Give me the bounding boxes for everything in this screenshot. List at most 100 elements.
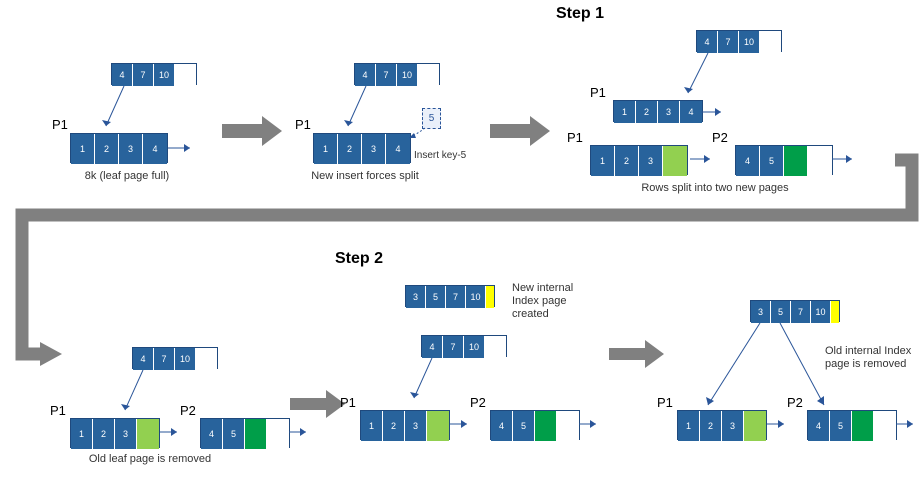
page-cell: 5 xyxy=(426,286,446,308)
stageC-index-top: 4710 xyxy=(696,30,782,52)
page-cell: 5 xyxy=(513,411,535,441)
stageE-mid-arrow xyxy=(450,417,473,431)
stageD-caption: Old leaf page is removed xyxy=(75,453,225,465)
stageC-p1a-right xyxy=(701,105,727,119)
stageA-index: 4710 xyxy=(111,63,197,85)
page-cell: 1 xyxy=(71,419,93,449)
stageA-downarrow xyxy=(98,86,138,136)
stageC-middle-arrow xyxy=(690,152,716,166)
page-cell: 3 xyxy=(639,146,663,176)
page-cell: 10 xyxy=(175,348,196,370)
page-cell xyxy=(744,411,766,441)
page-cell: 3 xyxy=(405,411,427,441)
page-cell xyxy=(427,411,449,441)
stageA-caption: 8k (leaf page full) xyxy=(72,170,182,182)
insert-key-label: Insert key-5 xyxy=(414,150,466,161)
page-cell: 5 xyxy=(771,301,791,323)
stageE-down xyxy=(406,358,446,406)
page-cell xyxy=(831,301,839,323)
stageF-index-new: 35710 xyxy=(750,300,840,322)
page-cell: 4 xyxy=(133,348,154,370)
stageE-end-arrow xyxy=(579,417,602,431)
page-cell: 1 xyxy=(361,411,383,441)
stageC-row-p1a: 1234 xyxy=(613,100,703,122)
page-cell: 3 xyxy=(658,101,680,123)
flow-arrow-2 xyxy=(490,116,550,146)
page-cell xyxy=(535,411,557,441)
stageA-p1-label: P1 xyxy=(52,117,68,132)
stageD-down xyxy=(117,370,157,418)
stageC-top-down xyxy=(680,53,720,101)
page-cell: 4 xyxy=(680,101,702,123)
page-cell: 7 xyxy=(791,301,811,323)
page-cell: 3 xyxy=(406,286,426,308)
page-cell xyxy=(486,286,494,308)
flow-arrow-5 xyxy=(609,340,664,368)
page-cell: 4 xyxy=(808,411,830,441)
page-cell: 1 xyxy=(591,146,615,176)
stageD-p2-label: P2 xyxy=(180,403,196,418)
page-cell: 2 xyxy=(700,411,722,441)
page-cell: 4 xyxy=(143,134,167,164)
page-cell xyxy=(760,31,781,53)
page-cell: 4 xyxy=(422,336,443,358)
stageE-newidx-label: New internal Index page created xyxy=(512,282,592,322)
flow-arrow-1 xyxy=(222,116,282,146)
stageB-leaf-p1: 1234 xyxy=(313,133,411,163)
page-cell: 1 xyxy=(678,411,700,441)
stageC-caption: Rows split into two new pages xyxy=(625,182,805,194)
page-cell: 2 xyxy=(636,101,658,123)
page-cell xyxy=(196,348,217,370)
stageC-end-arrow xyxy=(832,152,858,166)
stageC-p1-label: P1 xyxy=(567,130,583,145)
page-cell: 5 xyxy=(223,419,245,449)
stageF-leaf-p2: 45 xyxy=(807,410,897,440)
page-cell xyxy=(245,419,267,449)
page-cell: 3 xyxy=(362,134,386,164)
page-cell: 5 xyxy=(760,146,784,176)
page-cell: 2 xyxy=(615,146,639,176)
page-cell: 4 xyxy=(112,64,133,86)
stageF-mid-arrow xyxy=(767,417,790,431)
page-cell xyxy=(557,411,579,441)
page-cell: 3 xyxy=(722,411,744,441)
page-cell xyxy=(874,411,896,441)
page-cell: 2 xyxy=(338,134,362,164)
page-cell: 2 xyxy=(93,419,115,449)
page-cell: 4 xyxy=(491,411,513,441)
page-cell: 1 xyxy=(314,134,338,164)
page-cell xyxy=(852,411,874,441)
stageB-p1-label: P1 xyxy=(295,117,311,132)
page-cell xyxy=(137,419,159,449)
page-cell xyxy=(808,146,832,176)
stageE-p1-label: P1 xyxy=(340,395,356,410)
stageF-p2-label: P2 xyxy=(787,395,803,410)
stageE-leaf-p1: 123 xyxy=(360,410,450,440)
page-cell: 7 xyxy=(133,64,154,86)
page-cell: 7 xyxy=(446,286,466,308)
stageB-downarrow xyxy=(340,86,380,136)
stageD-p1-label: P1 xyxy=(50,403,66,418)
page-cell: 3 xyxy=(119,134,143,164)
stageA-leaf-p1: 1234 xyxy=(70,133,168,163)
insert-key-arrow xyxy=(405,126,435,144)
stageB-index: 4710 xyxy=(354,63,440,85)
page-cell: 4 xyxy=(201,419,223,449)
page-cell xyxy=(784,146,808,176)
stageD-leaf-p2: 45 xyxy=(200,418,290,448)
page-cell: 2 xyxy=(95,134,119,164)
stageC-leaf-p1: 123 xyxy=(590,145,688,175)
stageC-leaf-p2: 45 xyxy=(735,145,833,175)
page-cell: 4 xyxy=(697,31,718,53)
page-cell: 10 xyxy=(739,31,760,53)
page-cell: 1 xyxy=(614,101,636,123)
page-cell xyxy=(663,146,687,176)
page-cell: 4 xyxy=(736,146,760,176)
stageE-index-old: 4710 xyxy=(421,335,507,357)
page-cell: 4 xyxy=(355,64,376,86)
stageF-p1-label: P1 xyxy=(657,395,673,410)
stageB-caption: New insert forces split xyxy=(300,170,430,182)
page-cell: 7 xyxy=(376,64,397,86)
stageF-end-arrow xyxy=(896,417,919,431)
page-cell: 7 xyxy=(443,336,464,358)
